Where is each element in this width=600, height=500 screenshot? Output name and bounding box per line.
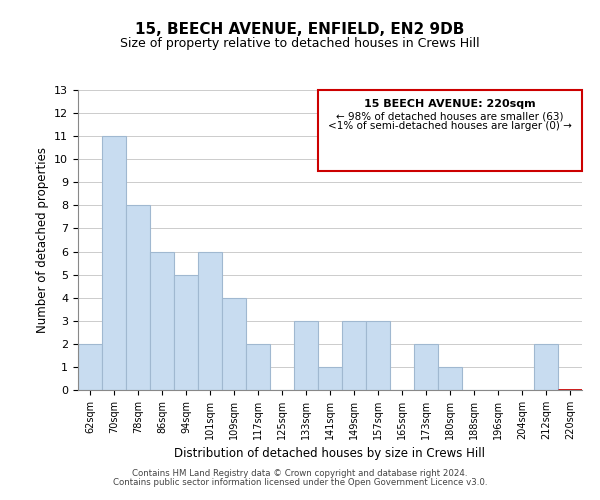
Text: ← 98% of detached houses are smaller (63): ← 98% of detached houses are smaller (63… [336, 111, 564, 121]
Text: Contains HM Land Registry data © Crown copyright and database right 2024.: Contains HM Land Registry data © Crown c… [132, 469, 468, 478]
Bar [222, 298, 246, 390]
Bar [126, 206, 150, 390]
Text: 15, BEECH AVENUE, ENFIELD, EN2 9DB: 15, BEECH AVENUE, ENFIELD, EN2 9DB [136, 22, 464, 38]
Bar [150, 252, 174, 390]
Text: <1% of semi-detached houses are larger (0) →: <1% of semi-detached houses are larger (… [328, 121, 572, 131]
Bar [318, 367, 342, 390]
Bar [534, 344, 558, 390]
Bar [438, 367, 462, 390]
Bar [246, 344, 270, 390]
Bar [174, 274, 198, 390]
X-axis label: Distribution of detached houses by size in Crews Hill: Distribution of detached houses by size … [175, 448, 485, 460]
Bar [414, 344, 438, 390]
Y-axis label: Number of detached properties: Number of detached properties [35, 147, 49, 333]
Text: Contains public sector information licensed under the Open Government Licence v3: Contains public sector information licen… [113, 478, 487, 487]
Bar [102, 136, 126, 390]
Bar [342, 321, 366, 390]
Text: 15 BEECH AVENUE: 220sqm: 15 BEECH AVENUE: 220sqm [364, 99, 536, 109]
Bar [78, 344, 102, 390]
Bar [294, 321, 318, 390]
Text: Size of property relative to detached houses in Crews Hill: Size of property relative to detached ho… [120, 38, 480, 51]
Bar [366, 321, 390, 390]
Bar [198, 252, 222, 390]
